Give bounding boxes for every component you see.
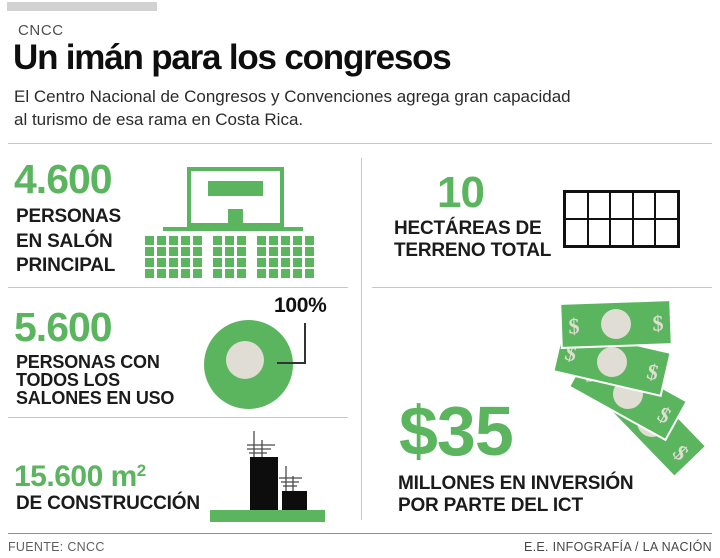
kicker: CNCC	[18, 22, 64, 39]
land-grid-icon	[563, 190, 680, 248]
column-divider	[361, 158, 362, 520]
stat-construccion-label: DE CONSTRUCCIÓN	[16, 493, 200, 514]
stat-salones-label-line3: SALONES EN USO	[16, 388, 175, 408]
stat-inversion-label-line2: POR PARTE DEL ICT	[398, 495, 583, 516]
buildings-construction-icon	[210, 431, 325, 522]
stat-inversion-label: MILLONES EN INVERSIÓN POR PARTE DEL ICT	[398, 473, 634, 517]
stat-construccion-exponent: 2	[136, 461, 146, 480]
stat-terreno-value: 10	[437, 168, 485, 217]
footer-divider	[8, 533, 712, 534]
dollar-sign: $	[645, 359, 661, 386]
donut-hole	[226, 341, 264, 379]
left-divider-2	[8, 417, 348, 418]
subtitle: El Centro Nacional de Congresos y Conven…	[14, 85, 571, 131]
page-title: Un imán para los congresos	[13, 38, 452, 77]
stat-salon-value: 4.600	[14, 156, 113, 202]
donut-chart	[204, 320, 293, 409]
left-divider-1	[8, 287, 348, 288]
source-credit: FUENTE: CNCC	[8, 540, 105, 554]
stat-salon-label-line2: EN SALÓN	[16, 230, 113, 252]
stat-inversion-value: $35	[399, 392, 514, 470]
audience-seats-icon	[145, 236, 314, 280]
stat-construccion-value: 15.600 m2	[14, 461, 146, 492]
right-divider-1	[372, 287, 712, 288]
stat-salon-label-line1: PERSONAS	[16, 206, 122, 227]
donut-value-label: 100%	[274, 294, 327, 317]
money-bills-icon: $ $ $ $ $ $ $ $	[552, 299, 708, 479]
stat-terreno-label-line2: TERRENO TOTAL	[394, 239, 552, 261]
infographic-credit: E.E. INFOGRAFÍA / LA NACIÓN	[523, 540, 712, 554]
stat-salones-label-line2: TODOS LOS	[16, 370, 120, 390]
dollar-sign: $	[652, 310, 664, 335]
stat-salones-label: PERSONAS CON TODOS LOS SALONES EN USO	[16, 353, 174, 407]
stat-construccion-number: 15.600 m	[14, 460, 137, 493]
stat-salon-label: PERSONAS EN SALÓN PRINCIPAL	[16, 205, 121, 279]
stat-salones-label-line1: PERSONAS CON	[16, 352, 160, 372]
stat-salon-label-line3: PRINCIPAL	[16, 255, 116, 276]
dollar-bill-1: $ $	[559, 299, 673, 349]
stat-terreno-label-line1: HECTÁREAS DE	[394, 218, 542, 239]
header-divider	[8, 143, 712, 144]
stat-salones-value: 5.600	[14, 304, 113, 350]
stat-inversion-label-line1: MILLONES EN INVERSIÓN	[398, 473, 634, 494]
stat-terreno-label: HECTÁREAS DE TERRENO TOTAL	[394, 218, 551, 261]
top-accent-bar	[7, 2, 157, 11]
subtitle-line-1: El Centro Nacional de Congresos y Conven…	[14, 87, 571, 106]
subtitle-line-2: al turismo de esa rama en Costa Rica.	[14, 110, 304, 129]
stage-icon	[163, 167, 303, 231]
donut-callout-line-horizontal	[277, 362, 306, 364]
donut-callout-line-vertical	[304, 323, 306, 364]
dollar-sign: $	[568, 313, 580, 338]
